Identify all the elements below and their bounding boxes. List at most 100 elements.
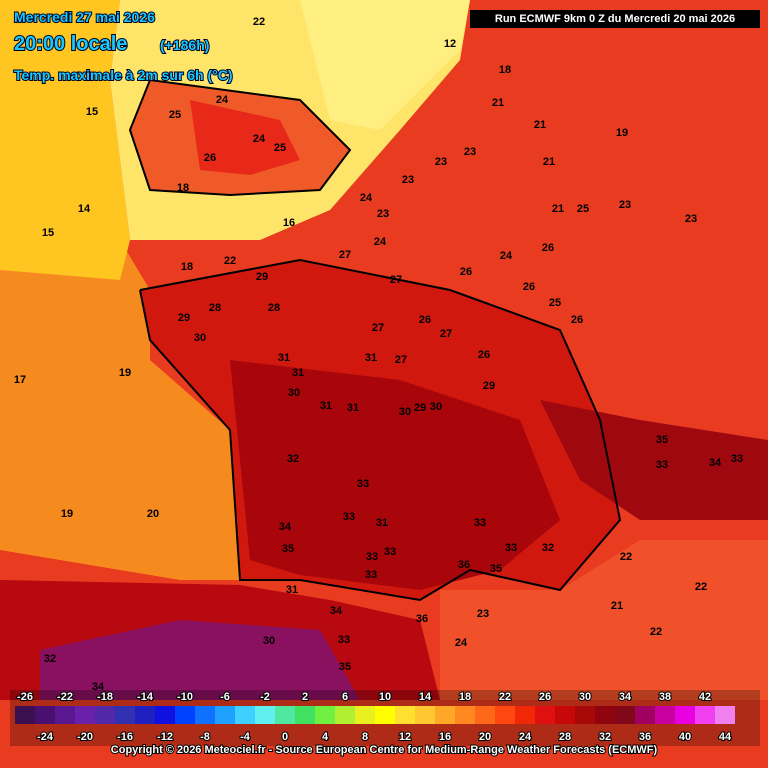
legend-label: 32 (599, 731, 611, 743)
temperature-label: 33 (357, 478, 369, 490)
legend-label: -8 (200, 731, 210, 743)
legend-label: 18 (459, 691, 471, 703)
temperature-label: 27 (372, 322, 384, 334)
temperature-label: 31 (320, 400, 332, 412)
temperature-label: 24 (360, 192, 373, 204)
temperature-label: 31 (347, 402, 359, 414)
temperature-label: 30 (288, 387, 300, 399)
temperature-label: 35 (282, 543, 294, 555)
temperature-label: 26 (542, 242, 554, 254)
legend-swatch (35, 706, 55, 724)
temperature-label: 22 (650, 626, 662, 638)
temperature-label: 35 (656, 434, 668, 446)
temperature-label: 24 (455, 637, 468, 649)
temperature-label: 33 (505, 542, 517, 554)
temperature-label: 27 (440, 328, 452, 340)
legend-label: 8 (362, 731, 368, 743)
legend-swatch (675, 706, 695, 724)
legend-label: 10 (379, 691, 391, 703)
legend-swatch (475, 706, 495, 724)
temperature-label: 33 (384, 546, 396, 558)
temperature-label: 34 (279, 521, 292, 533)
run-info: Run ECMWF 9km 0 Z du Mercredi 20 mai 202… (495, 13, 735, 25)
legend-swatch (515, 706, 535, 724)
temperature-label: 23 (477, 608, 489, 620)
france-south (230, 360, 560, 590)
temperature-label: 35 (339, 661, 351, 673)
legend-label: 30 (579, 691, 591, 703)
temperature-label: 21 (492, 97, 504, 109)
legend-swatch (75, 706, 95, 724)
legend-swatch (275, 706, 295, 724)
legend-swatch (695, 706, 715, 724)
temperature-label: 19 (61, 508, 73, 520)
temperature-label: 26 (204, 152, 216, 164)
legend-swatch (235, 706, 255, 724)
temperature-label: 23 (435, 156, 447, 168)
legend-swatch (155, 706, 175, 724)
temperature-label: 31 (286, 584, 298, 596)
legend-swatch (655, 706, 675, 724)
temperature-label: 30 (263, 635, 275, 647)
legend-swatch (15, 706, 35, 724)
legend-swatch (615, 706, 635, 724)
legend-swatch (195, 706, 215, 724)
england-warm (190, 100, 300, 175)
temperature-label: 31 (292, 367, 304, 379)
temperature-label: 33 (474, 517, 486, 529)
legend-label: 28 (559, 731, 571, 743)
legend-label: -6 (220, 691, 230, 703)
temperature-label: 22 (695, 581, 707, 593)
temperature-label: 25 (169, 109, 181, 121)
temperature-label: 30 (430, 401, 442, 413)
legend-swatch (295, 706, 315, 724)
temperature-label: 21 (552, 203, 564, 215)
legend-label: 24 (519, 731, 532, 743)
legend-label: 12 (399, 731, 411, 743)
temperature-label: 36 (416, 613, 428, 625)
legend-swatch (415, 706, 435, 724)
temperature-label: 29 (178, 312, 190, 324)
temperature-label: 32 (44, 653, 56, 665)
lead: (+186h) (160, 37, 209, 53)
temperature-label: 23 (619, 199, 631, 211)
temperature-label: 26 (478, 349, 490, 361)
temperature-label: 27 (390, 274, 402, 286)
temperature-label: 22 (224, 255, 236, 267)
temperature-label: 21 (611, 600, 623, 612)
legend-swatch (535, 706, 555, 724)
legend-label: 16 (439, 731, 451, 743)
legend-swatch (255, 706, 275, 724)
temperature-label: 35 (490, 563, 502, 575)
spain-hot (40, 620, 360, 700)
temperature-label: 23 (402, 174, 414, 186)
temperature-label: 24 (216, 94, 229, 106)
temperature-label: 15 (42, 227, 54, 239)
temperature-label: 34 (330, 605, 343, 617)
legend-label: 6 (342, 691, 348, 703)
temperature-label: 29 (414, 402, 426, 414)
legend-swatch (375, 706, 395, 724)
temperature-label: 33 (343, 511, 355, 523)
legend-swatch (635, 706, 655, 724)
temperature-label: 29 (256, 271, 268, 283)
temperature-labels: 22 12 18 21 21 19 23 23 21 23 24 23 21 25 23 23 24 27 26 24… (14, 16, 743, 693)
temperature-label: 21 (534, 119, 546, 131)
legend-label: -14 (137, 691, 154, 703)
temperature-label: 24 (500, 250, 513, 262)
legend-swatch (215, 706, 235, 724)
legend-swatch (315, 706, 335, 724)
legend-swatch (175, 706, 195, 724)
legend-label: -22 (57, 691, 73, 703)
legend-swatch (495, 706, 515, 724)
temperature-label: 33 (366, 551, 378, 563)
legend-label: -2 (260, 691, 270, 703)
temperature-label: 32 (287, 453, 299, 465)
legend-label: 0 (282, 731, 288, 743)
atlantic (0, 200, 240, 580)
legend-label: 14 (419, 691, 432, 703)
temperature-label: 27 (395, 354, 407, 366)
temperature-label: 31 (376, 517, 388, 529)
temperature-label: 19 (616, 127, 628, 139)
temperature-label: 34 (709, 457, 722, 469)
